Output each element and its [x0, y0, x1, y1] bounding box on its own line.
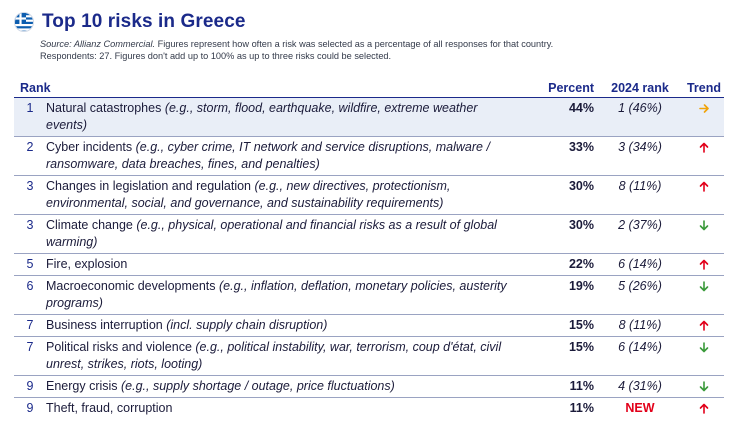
- table-row: 6 Macroeconomic developments (e.g., infla…: [14, 276, 724, 315]
- risk-description: Political risks and violence (e.g., poli…: [46, 339, 514, 373]
- percent-value: 33%: [568, 140, 594, 154]
- risk-description: Business interruption (incl. supply chai…: [46, 317, 514, 334]
- up-arrow-icon: [684, 317, 724, 334]
- risk-detail: (e.g., storm, flood, earthquake, wildfir…: [46, 101, 478, 132]
- column-header-2024-rank: 2024 rank: [611, 80, 669, 95]
- risk-name: Business interruption: [46, 318, 163, 332]
- rank-number: 7: [26, 340, 34, 354]
- table-row: 3 Climate change (e.g., physical, operati…: [14, 215, 724, 254]
- risk-table: Rank Percent 2024 rank Trend 1 Natural ca…: [14, 78, 724, 420]
- percent-value: 11%: [569, 401, 594, 415]
- rank-number: 7: [26, 318, 34, 332]
- percent-value: 15%: [568, 318, 594, 332]
- title-row: Top 10 risks in Greece: [14, 10, 724, 34]
- table-header: Rank Percent 2024 rank Trend: [14, 78, 724, 98]
- risk-description: Theft, fraud, corruption: [46, 400, 514, 417]
- rank-number: 9: [26, 379, 34, 393]
- rank-2024-value: 6 (14%): [618, 257, 662, 271]
- header: Top 10 risks in Greece Source: Allianz C…: [14, 10, 724, 62]
- risk-description: Energy crisis (e.g., supply shortage / o…: [46, 378, 514, 395]
- table-row: 7 Business interruption (incl. supply cha…: [14, 315, 724, 337]
- risk-name: Energy crisis: [46, 379, 118, 393]
- percent-value: 19%: [568, 279, 594, 293]
- down-arrow-icon: [684, 217, 724, 234]
- risk-detail: (e.g., political instability, war, terro…: [46, 340, 502, 371]
- percent-value: 11%: [569, 379, 594, 393]
- up-arrow-icon: [684, 400, 724, 417]
- rank-number: 5: [26, 257, 34, 271]
- rank-2024-value: 6 (14%): [618, 340, 662, 354]
- source-label: Source: Allianz Commercial.: [40, 39, 156, 49]
- table-row: 2 Cyber incidents (e.g., cyber crime, IT …: [14, 137, 724, 176]
- risk-detail: (incl. supply chain disruption): [162, 318, 328, 332]
- column-header-percent: Percent: [548, 80, 594, 95]
- risk-detail: (e.g., physical, operational and financi…: [46, 218, 497, 249]
- risk-name: Natural catastrophes: [46, 101, 162, 115]
- rank-number: 1: [26, 101, 34, 115]
- down-arrow-icon: [684, 339, 724, 356]
- source-note: Source: Allianz Commercial. Figures repr…: [40, 38, 724, 62]
- rank-2024-value: 8 (11%): [618, 318, 662, 332]
- risk-description: Macroeconomic developments (e.g., inflat…: [46, 278, 514, 312]
- rank-number: 6: [26, 279, 34, 293]
- percent-value: 22%: [568, 257, 594, 271]
- rank-2024-value: 5 (26%): [618, 279, 662, 293]
- table-row: 7 Political risks and violence (e.g., pol…: [14, 337, 724, 376]
- rank-number: 3: [26, 179, 34, 193]
- page-title: Top 10 risks in Greece: [42, 11, 246, 32]
- greece-flag-icon: [14, 12, 34, 32]
- rank-number: 2: [26, 140, 34, 154]
- risk-detail: (e.g., cyber crime, IT network and servi…: [46, 140, 490, 171]
- table-row: 5 Fire, explosion 22% 6 (14%): [14, 254, 724, 276]
- risk-name: Theft, fraud, corruption: [46, 401, 173, 415]
- risk-name: Cyber incidents: [46, 140, 133, 154]
- risk-name: Macroeconomic developments: [46, 279, 216, 293]
- risk-detail: (e.g., new directives, protectionism, en…: [46, 179, 451, 210]
- table-row: 3 Changes in legislation and regulation (…: [14, 176, 724, 215]
- rank-2024-value: 4 (31%): [618, 379, 662, 393]
- table-row: 1 Natural catastrophes (e.g., storm, floo…: [14, 98, 724, 137]
- table-body: 1 Natural catastrophes (e.g., storm, floo…: [14, 98, 724, 420]
- risk-name: Political risks and violence: [46, 340, 192, 354]
- new-badge: NEW: [625, 401, 655, 415]
- down-arrow-icon: [684, 278, 724, 295]
- rank-2024-value: 3 (34%): [618, 140, 662, 154]
- down-arrow-icon: [684, 378, 724, 395]
- rank-number: 9: [26, 401, 34, 415]
- percent-value: 30%: [568, 218, 594, 232]
- rank-2024-value: 1 (46%): [618, 101, 662, 115]
- risk-name: Climate change: [46, 218, 133, 232]
- respondents-note: Respondents: 27. Figures don't add up to…: [40, 51, 392, 61]
- percent-value: 30%: [568, 179, 594, 193]
- up-arrow-icon: [684, 256, 724, 273]
- risk-detail: (e.g., supply shortage / outage, price f…: [117, 379, 395, 393]
- right-arrow-icon: [684, 100, 724, 117]
- rank-2024-value: 2 (37%): [618, 218, 662, 232]
- rank-number: 3: [26, 218, 34, 232]
- risk-name: Fire, explosion: [46, 257, 128, 271]
- risk-description: Changes in legislation and regulation (e…: [46, 178, 514, 212]
- risk-description: Climate change (e.g., physical, operatio…: [46, 217, 514, 251]
- table-row: 9 Theft, fraud, corruption 11% NEW: [14, 398, 724, 420]
- risk-description: Fire, explosion: [46, 256, 514, 273]
- risk-name: Changes in legislation and regulation: [46, 179, 252, 193]
- up-arrow-icon: [684, 139, 724, 156]
- table-row: 9 Energy crisis (e.g., supply shortage / …: [14, 376, 724, 398]
- up-arrow-icon: [684, 178, 724, 195]
- rank-2024-value: 8 (11%): [618, 179, 662, 193]
- column-header-trend: Trend: [686, 80, 722, 95]
- percent-value: 15%: [568, 340, 594, 354]
- column-header-rank: Rank: [20, 80, 51, 95]
- risk-description: Natural catastrophes (e.g., storm, flood…: [46, 100, 514, 134]
- risk-description: Cyber incidents (e.g., cyber crime, IT n…: [46, 139, 514, 173]
- risk-detail: (e.g., inflation, deflation, monetary po…: [46, 279, 507, 310]
- percent-value: 44%: [568, 101, 594, 115]
- source-description: Figures represent how often a risk was s…: [155, 39, 554, 49]
